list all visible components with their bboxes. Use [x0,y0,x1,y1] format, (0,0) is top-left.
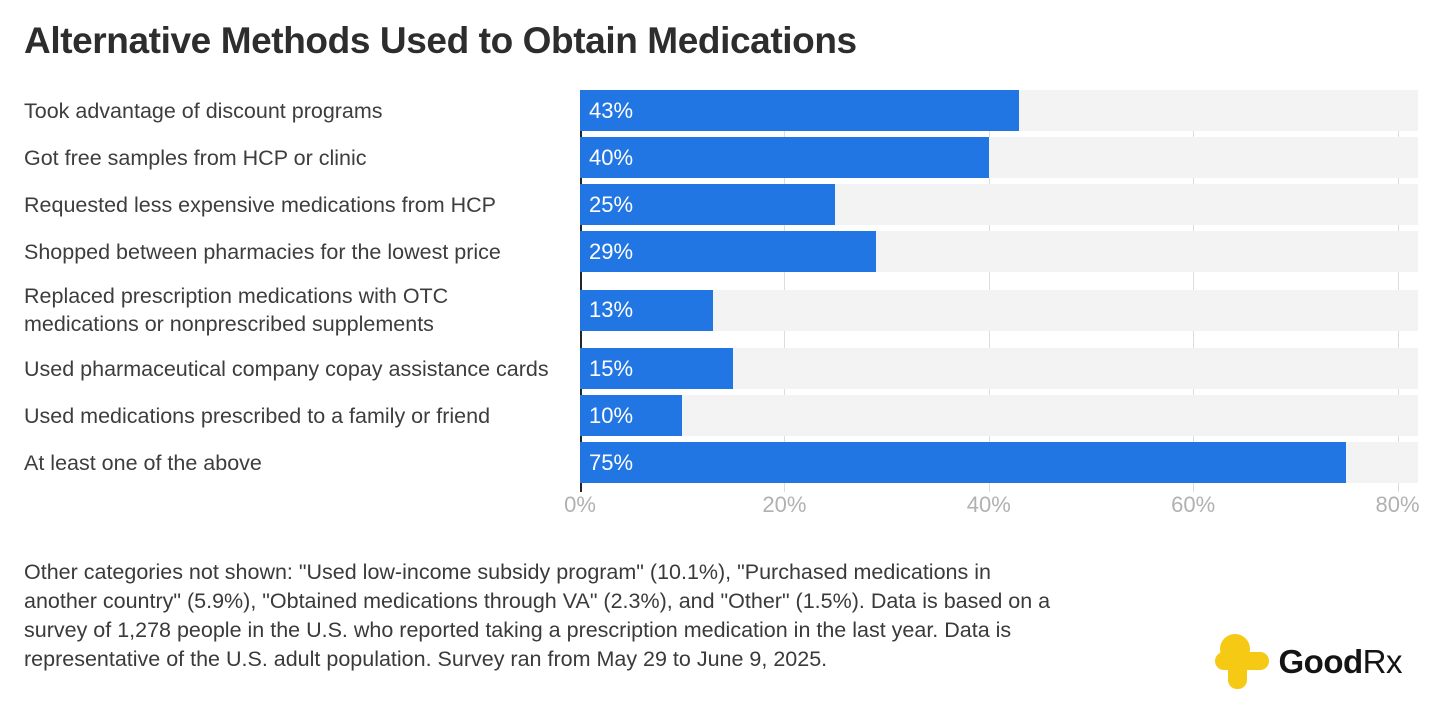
goodrx-wordmark-rx: Rx [1362,643,1403,680]
bar: 13% [580,289,713,331]
bar-track: 75% [580,442,1418,483]
bar: 25% [580,184,836,225]
bar-value-label: 29% [589,238,634,264]
category-label: Took advantage of discount programs [24,98,383,123]
bar-value-label: 25% [589,191,634,217]
goodrx-wordmark: GoodRx [1279,643,1403,681]
category-label: Requested less expensive medications fro… [24,192,497,217]
bar-row: Took advantage of discount programs 43% [24,90,1418,131]
bar-track: 15% [580,348,1418,389]
bar-value-label: 10% [589,402,634,428]
bar: 10% [580,395,683,436]
bar-track: 29% [580,231,1418,272]
bar: 29% [580,231,877,272]
category-label: Used pharmaceutical company copay assist… [24,356,549,381]
bar-value-label: 43% [589,97,634,123]
x-tick-label: 0% [564,492,596,517]
bar-row: Requested less expensive medications fro… [24,184,1418,225]
goodrx-cross-icon [1214,634,1269,689]
bar-value-label: 75% [589,449,634,475]
x-tick-label: 80% [1375,492,1420,517]
bar-track: 25% [580,184,1418,225]
category-label: Replaced prescription medications with O… [24,284,449,336]
bar-chart: Took advantage of discount programs 43% … [24,90,1420,524]
bar-row: At least one of the above 75% [24,442,1418,483]
x-tick-label: 60% [1171,492,1216,517]
bar-track: 10% [580,395,1418,436]
x-tick-label: 40% [966,492,1011,517]
page-title: Alternative Methods Used to Obtain Medic… [24,20,857,61]
bar-value-label: 40% [589,144,634,170]
category-label: Got free samples from HCP or clinic [24,145,367,170]
bar-row: Used medications prescribed to a family … [24,395,1418,436]
footnote: Other categories not shown: "Used low-in… [24,560,1051,671]
bar-track: 13% [580,289,1418,331]
bar: 15% [580,348,734,389]
bar-value-label: 13% [589,297,634,322]
bar: 75% [580,442,1347,483]
bar-row: Shopped between pharmacies for the lowes… [24,231,1418,272]
bar-value-label: 15% [589,355,634,381]
bar-row: Got free samples from HCP or clinic 40% [24,137,1418,178]
bar-track: 40% [580,137,1418,178]
category-label: At least one of the above [24,450,262,475]
x-tick-label: 20% [762,492,807,517]
category-label: Shopped between pharmacies for the lowes… [24,239,501,264]
bar-row: Replaced prescription medications with O… [24,278,1418,342]
bar-rows: Took advantage of discount programs 43% … [24,90,1418,483]
category-label: Used medications prescribed to a family … [24,403,491,428]
goodrx-logo: GoodRx [1214,634,1403,690]
bar-track: 43% [580,90,1418,131]
bar-row: Used pharmaceutical company copay assist… [24,348,1418,389]
bar: 40% [580,137,989,178]
goodrx-wordmark-good: Good [1278,643,1364,680]
x-axis: 0% 20% 40% 60% 80% [564,492,1420,524]
bar: 43% [580,90,1020,131]
